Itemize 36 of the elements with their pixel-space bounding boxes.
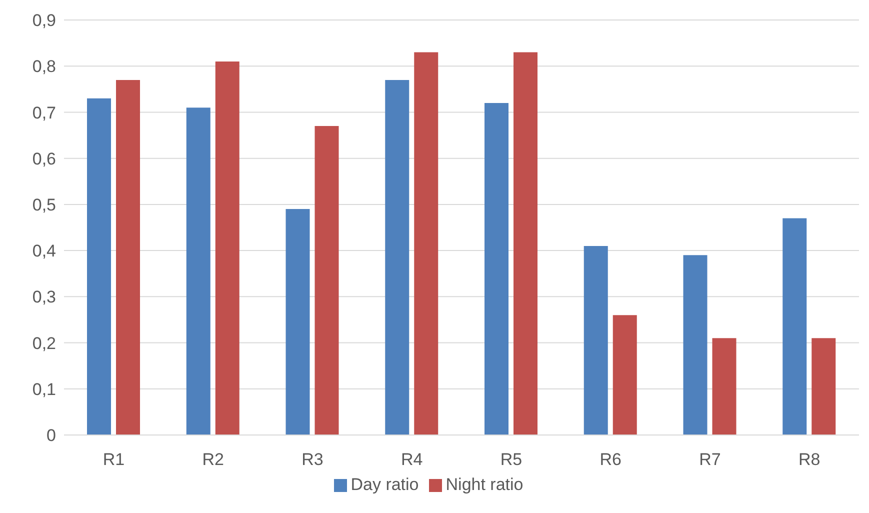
- x-tick-label: R7: [699, 450, 721, 470]
- y-tick-label: 0,1: [32, 380, 56, 399]
- bar: [314, 126, 339, 435]
- x-tick-label: R5: [500, 450, 522, 470]
- bar: [414, 52, 438, 435]
- x-tick-label: R8: [798, 450, 820, 470]
- bar: [584, 246, 608, 435]
- x-tick-label: R4: [400, 450, 423, 470]
- bar: [514, 52, 538, 435]
- y-tick-label: 0,7: [32, 103, 56, 122]
- x-tick-label: R6: [600, 450, 622, 470]
- legend-label: Day ratio: [350, 475, 419, 494]
- y-tick-label: 0,5: [32, 195, 56, 214]
- legend-label: Night ratio: [446, 475, 524, 494]
- bar: [186, 108, 210, 435]
- bar: [87, 98, 111, 435]
- bar: [782, 218, 807, 435]
- y-tick-label: 0,6: [32, 149, 56, 168]
- bar: [484, 103, 508, 435]
- y-tick-label: 0,8: [32, 57, 56, 76]
- y-tick-label: 0,2: [32, 334, 56, 353]
- bar: [215, 62, 240, 435]
- y-tick-label: 0,3: [32, 288, 56, 307]
- y-tick-label: 0,9: [32, 11, 56, 30]
- bar: [683, 255, 708, 435]
- bar: [116, 80, 140, 435]
- bar: [612, 315, 637, 435]
- x-tick-label: R3: [302, 450, 324, 470]
- bar: [286, 209, 310, 435]
- bar: [385, 80, 410, 435]
- x-tick-label: R1: [102, 450, 125, 470]
- x-tick-label: R2: [202, 450, 224, 470]
- bar: [712, 338, 736, 435]
- y-tick-label: 0,4: [32, 242, 56, 261]
- y-tick-label: 0: [46, 426, 56, 446]
- bar: [812, 338, 836, 435]
